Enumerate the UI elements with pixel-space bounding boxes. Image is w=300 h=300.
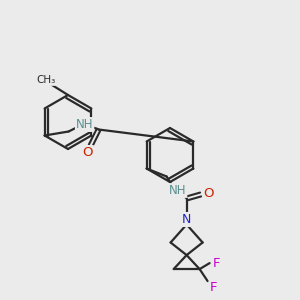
Text: CH₃: CH₃	[36, 75, 56, 85]
Text: O: O	[82, 146, 93, 159]
Text: NH: NH	[169, 184, 186, 197]
Text: N: N	[182, 213, 191, 226]
Text: F: F	[210, 280, 218, 294]
Text: NH: NH	[76, 118, 93, 131]
Text: O: O	[203, 187, 214, 200]
Text: F: F	[213, 256, 220, 270]
